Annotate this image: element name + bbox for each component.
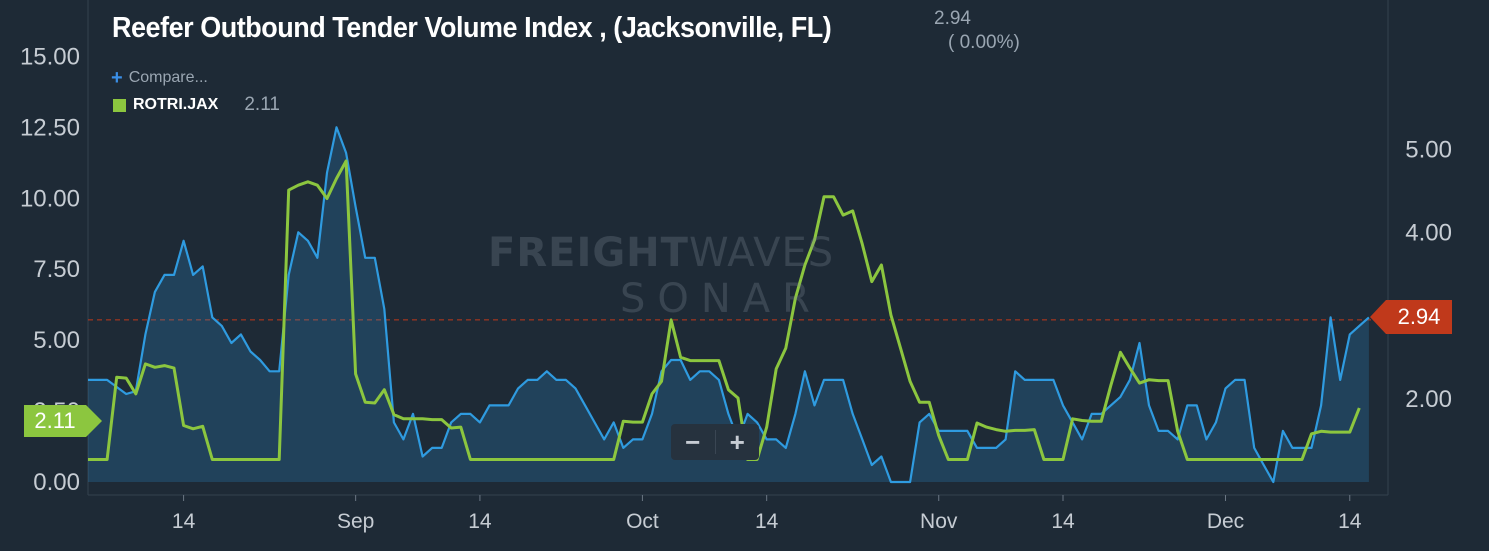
zoom-control: − +: [671, 424, 759, 460]
right-value-tag-label: 2.94: [1386, 300, 1452, 334]
watermark: FREIGHTWAVES SONAR: [488, 230, 834, 322]
last-value: 2.94: [934, 8, 971, 29]
watermark-product: SONAR: [620, 276, 822, 322]
series-line-rotri-jax: [88, 159, 1361, 461]
x-axis: 14 Sep 14 Oct 14 Nov 14 Dec 14: [172, 495, 1362, 533]
legend-item[interactable]: ROTRI.JAX 2.11: [113, 94, 280, 116]
watermark-brand-bold: FREIGHT: [488, 230, 689, 276]
right-tick-label: 4.00: [1405, 220, 1452, 247]
x-tick-label: Oct: [626, 510, 659, 533]
left-tick-label: 5.00: [33, 327, 80, 354]
watermark-brand-light: WAVES: [688, 230, 835, 276]
plus-icon: +: [111, 67, 123, 89]
x-tick-label: Sep: [337, 510, 374, 533]
zoom-out-button[interactable]: −: [685, 426, 701, 457]
x-tick-label: Dec: [1207, 510, 1244, 533]
chart-title: Reefer Outbound Tender Volume Index , (J…: [112, 12, 832, 44]
left-tick-label: 0.00: [33, 469, 80, 496]
last-change: ( 0.00%): [948, 32, 1020, 53]
left-tick-label: 7.50: [33, 256, 80, 283]
legend-value: 2.11: [244, 94, 280, 115]
series-area: [88, 127, 1369, 483]
x-tick-label: 14: [1051, 510, 1075, 533]
left-tick-label: 15.00: [20, 43, 80, 70]
left-tick-label: 10.00: [20, 185, 80, 212]
x-tick-label: 14: [172, 510, 196, 533]
x-tick-label: 14: [755, 510, 779, 533]
compare-button[interactable]: + Compare...: [111, 67, 208, 89]
left-value-tag-arrow: [86, 405, 102, 437]
right-value-tag: 2.94: [1370, 300, 1452, 334]
zoom-in-button[interactable]: +: [729, 426, 745, 457]
x-tick-label: Nov: [920, 510, 958, 533]
left-value-tag: 2.11: [24, 405, 102, 437]
right-value-tag-arrow: [1370, 300, 1386, 334]
left-value-tag-label: 2.11: [24, 405, 86, 437]
x-tick-label: 14: [1338, 510, 1362, 533]
left-tick-label: 12.50: [20, 114, 80, 141]
right-tick-label: 2.00: [1405, 386, 1452, 413]
right-tick-label: 5.00: [1405, 137, 1452, 164]
compare-label: Compare...: [128, 69, 208, 86]
x-tick-label: 14: [468, 510, 492, 533]
legend-name: ROTRI.JAX: [133, 96, 219, 113]
zoom-divider: [714, 430, 716, 454]
legend-swatch: [113, 98, 126, 112]
